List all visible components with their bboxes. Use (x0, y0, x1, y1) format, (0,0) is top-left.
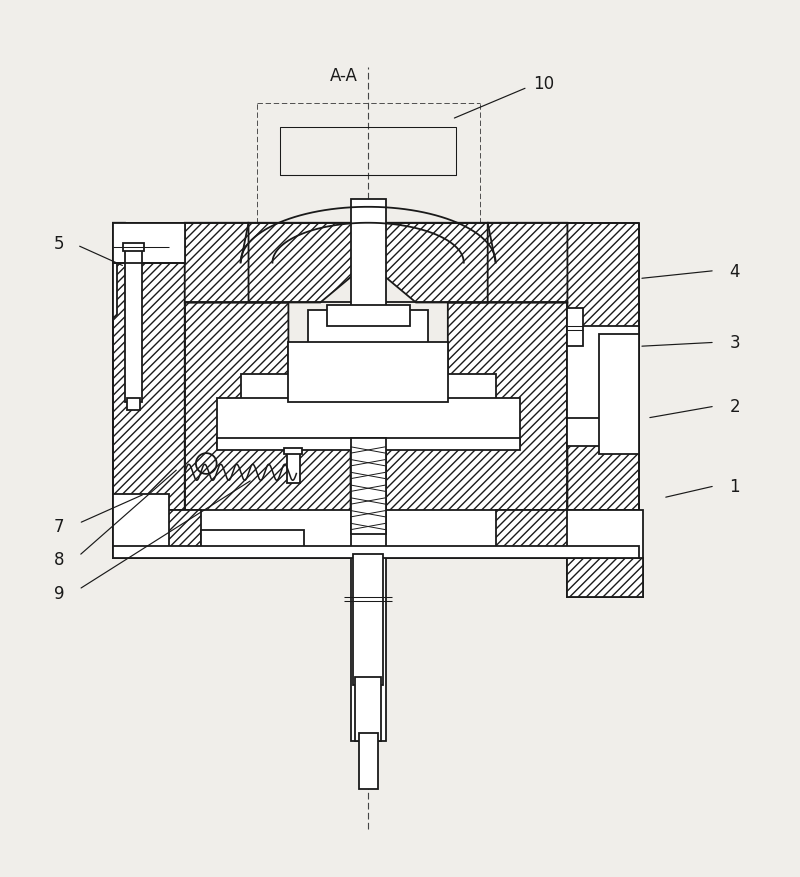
Bar (567, 418, 639, 446)
Bar (353, 554, 383, 685)
Bar (281, 128, 456, 175)
Bar (308, 311, 428, 347)
Text: 10: 10 (533, 75, 554, 93)
Polygon shape (386, 303, 567, 534)
Polygon shape (448, 224, 567, 303)
Bar (350, 200, 386, 741)
Bar (496, 510, 639, 558)
Bar (286, 453, 299, 483)
Bar (113, 510, 639, 558)
Bar (113, 546, 639, 558)
Polygon shape (249, 224, 368, 303)
Bar (217, 438, 519, 451)
Bar (288, 343, 448, 403)
Text: 5: 5 (54, 234, 64, 253)
Text: 3: 3 (730, 334, 740, 352)
Polygon shape (185, 303, 350, 534)
Polygon shape (113, 224, 185, 263)
Text: A-A: A-A (330, 68, 358, 85)
Text: 1: 1 (730, 477, 740, 496)
Polygon shape (113, 224, 185, 534)
Bar (113, 495, 169, 558)
Text: 2: 2 (730, 397, 740, 416)
Polygon shape (113, 224, 125, 319)
Bar (567, 309, 583, 347)
Text: 9: 9 (54, 584, 64, 602)
Bar (355, 677, 381, 741)
Bar (125, 247, 142, 403)
Bar (113, 510, 201, 558)
Polygon shape (185, 224, 288, 303)
Bar (241, 374, 496, 423)
Polygon shape (368, 224, 488, 303)
Text: 8: 8 (54, 551, 64, 568)
Bar (567, 558, 643, 598)
Bar (358, 733, 378, 789)
Bar (285, 448, 302, 454)
Bar (326, 305, 410, 327)
Text: 4: 4 (730, 262, 740, 281)
Bar (123, 244, 144, 252)
Bar (350, 438, 386, 534)
Bar (201, 530, 304, 554)
Bar (567, 327, 639, 423)
Text: 7: 7 (54, 517, 64, 535)
Bar (127, 399, 140, 410)
Polygon shape (567, 224, 639, 534)
Bar (599, 335, 639, 454)
Bar (567, 510, 643, 598)
Bar (217, 399, 519, 446)
